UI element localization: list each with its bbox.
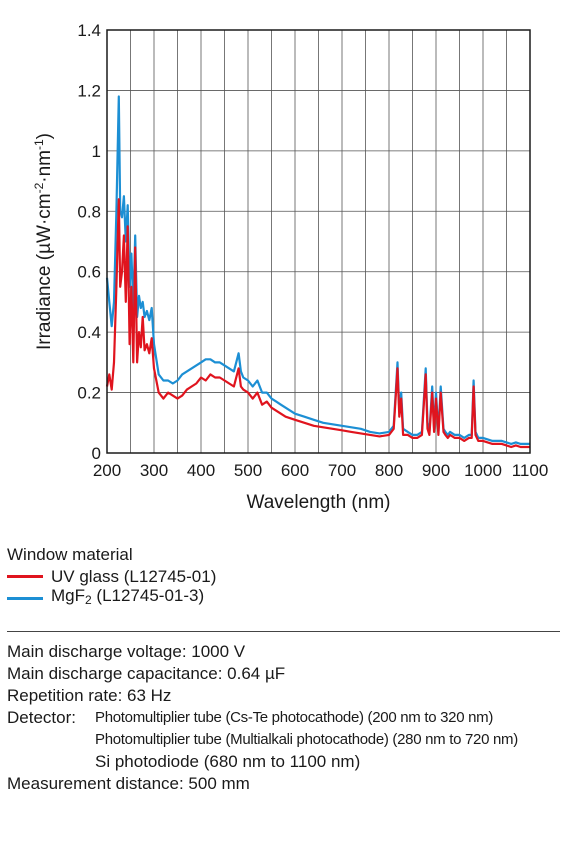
x-tick-label: 300	[140, 461, 168, 480]
x-tick-label: 200	[93, 461, 121, 480]
x-axis-title: Wavelength (nm)	[247, 492, 391, 513]
measurement-conditions: Main discharge voltage: 1000 V Main disc…	[7, 641, 518, 795]
y-tick-label: 0.4	[77, 323, 101, 342]
x-tick-label: 800	[375, 461, 403, 480]
x-tick-label: 700	[328, 461, 356, 480]
detector-item: Photomultiplier tube (Multialkali photoc…	[95, 731, 518, 748]
discharge-capacitance: Main discharge capacitance: 0.64 µF	[7, 664, 286, 683]
legend-label-mgf2-main: MgF	[51, 586, 85, 605]
y-axis-title-sup1: -2	[32, 182, 46, 193]
irradiance-chart: 200 300 400 500 600 700 800 900 1000 1100 0 0.2 0.4 0…	[32, 21, 548, 513]
y-tick-label: 0.6	[77, 263, 101, 282]
x-tick-label: 500	[234, 461, 262, 480]
y-tick-label: 1	[92, 142, 101, 161]
legend: Window material UV glass (L12745-01) MgF…	[7, 544, 216, 609]
section-divider	[7, 631, 560, 632]
legend-item-mgf2: MgF2 (L12745-01-3)	[7, 585, 216, 611]
detector-item: Photomultiplier tube (Cs-Te photocathode…	[95, 709, 494, 726]
legend-item-uv-glass: UV glass (L12745-01)	[7, 565, 216, 587]
y-axis-title-end: )	[34, 133, 55, 139]
legend-label-mgf2-sub: 2	[85, 593, 92, 607]
detector-label: Detector:	[7, 708, 76, 727]
y-axis-title-sup2: -1	[32, 139, 46, 150]
x-tick-label: 400	[187, 461, 215, 480]
y-tick-label: 0.8	[77, 202, 101, 221]
grid	[107, 30, 530, 453]
tick-labels: 200 300 400 500 600 700 800 900 1000 1100 0 0.2 0.4 0…	[77, 21, 548, 480]
discharge-voltage: Main discharge voltage: 1000 V	[7, 642, 246, 661]
y-tick-label: 1.2	[77, 81, 101, 100]
legend-swatch-uv-glass	[7, 574, 43, 578]
x-tick-label: 1000	[464, 461, 502, 480]
series-line-mgf2	[105, 95, 530, 445]
measurement-distance: Measurement distance: 500 mm	[7, 774, 250, 793]
legend-swatch-mgf2	[7, 596, 43, 600]
repetition-rate: Repetition rate: 63 Hz	[7, 686, 172, 705]
detector-info: Detector: Photomultiplier tube (Cs-Te ph…	[7, 707, 518, 773]
y-tick-label: 0.2	[77, 384, 101, 403]
y-axis-title-main: Irradiance (µW·cm	[34, 193, 55, 350]
detector-list: Photomultiplier tube (Cs-Te photocathode…	[95, 707, 518, 773]
plot-frame	[106, 29, 531, 454]
legend-title: Window material	[7, 545, 133, 564]
x-tick-label: 600	[281, 461, 309, 480]
series-line-uv-glass	[105, 198, 530, 449]
x-tick-label: 900	[422, 461, 450, 480]
legend-label-uv-glass: UV glass (L12745-01)	[51, 566, 217, 586]
y-tick-label: 0	[92, 444, 101, 463]
legend-label-mgf2: MgF2 (L12745-01-3)	[51, 585, 204, 611]
y-axis-title-mid: ·nm	[34, 150, 55, 183]
y-axis-title: Irradiance (µW·cm-2·nm-1)	[32, 133, 55, 350]
detector-item: Si photodiode (680 nm to 1100 nm)	[95, 752, 361, 771]
y-tick-label: 1.4	[77, 21, 101, 40]
series-layer	[105, 95, 530, 449]
legend-label-mgf2-rest: (L12745-01-3)	[91, 586, 205, 605]
x-tick-label: 1100	[512, 461, 549, 480]
